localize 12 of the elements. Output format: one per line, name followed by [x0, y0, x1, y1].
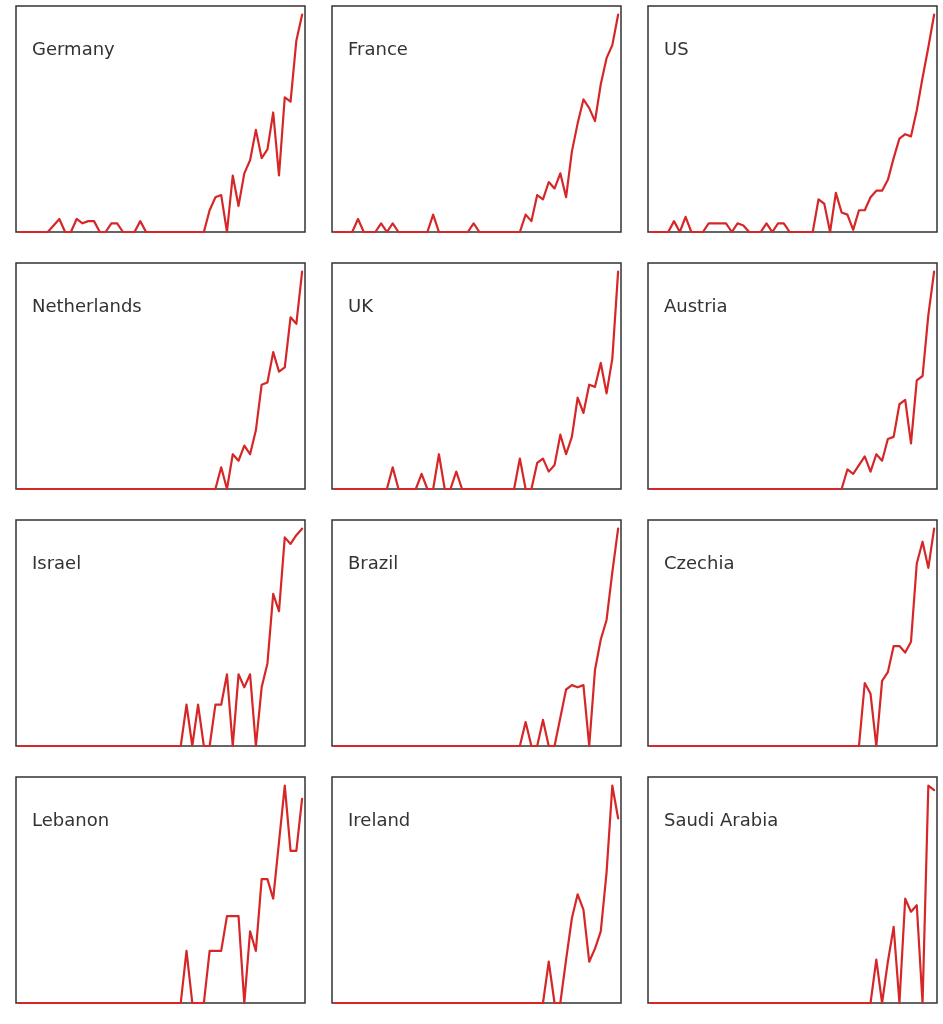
text: US — [664, 38, 689, 59]
text: Lebanon — [32, 809, 110, 830]
text: Israel — [32, 552, 82, 573]
text: Czechia — [664, 552, 735, 573]
text: Ireland — [348, 809, 411, 830]
text: Netherlands — [32, 295, 142, 316]
text: Saudi Arabia — [664, 809, 779, 830]
text: Brazil — [348, 552, 399, 573]
text: Austria — [664, 295, 728, 316]
text: UK — [348, 295, 375, 316]
text: France — [348, 38, 408, 59]
text: Germany — [32, 38, 116, 59]
